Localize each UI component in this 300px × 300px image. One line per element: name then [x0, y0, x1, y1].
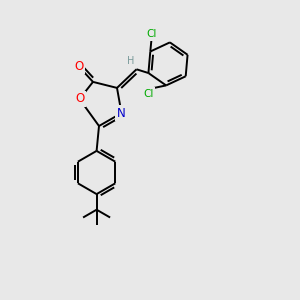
Text: O: O	[74, 60, 83, 73]
Text: Cl: Cl	[147, 29, 157, 39]
Text: H: H	[128, 56, 135, 66]
Text: O: O	[75, 92, 84, 106]
Text: Cl: Cl	[143, 89, 153, 99]
Text: N: N	[117, 106, 126, 120]
